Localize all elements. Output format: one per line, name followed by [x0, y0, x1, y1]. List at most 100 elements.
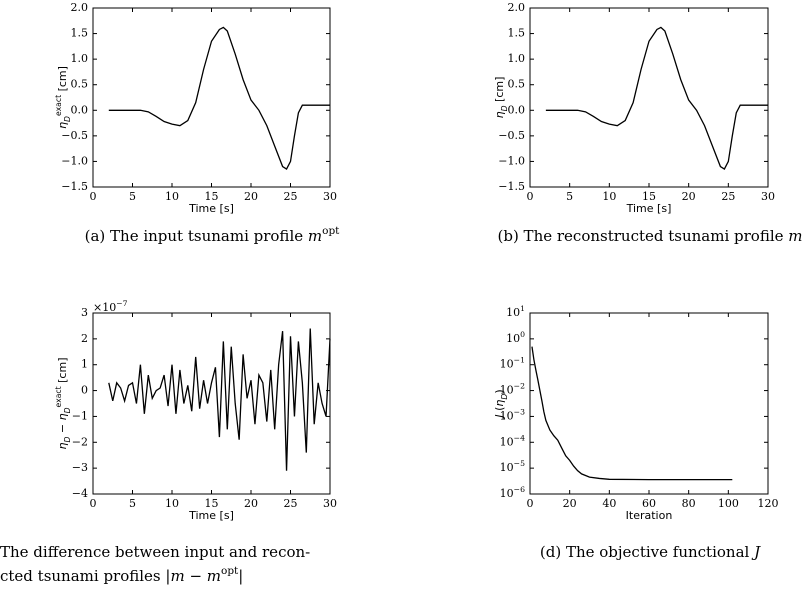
y-tick-label-text: −3	[72, 461, 88, 474]
x-axis-label-part: Time [s]	[188, 509, 234, 522]
y-axis-label-part: η	[56, 413, 69, 420]
x-tick-label: 10	[165, 497, 179, 510]
y-tick-label-text: 10	[500, 461, 514, 474]
caption: (d) The objective functional J	[540, 543, 761, 561]
caption-part: m	[788, 227, 802, 245]
x-tick-label: 0	[527, 190, 534, 203]
y-tick-label-text: 0.0	[71, 103, 89, 116]
y-tick-label-text: 1.5	[508, 27, 526, 40]
y-tick-label: 2	[81, 332, 88, 345]
y-tick-label-text: 10	[506, 332, 520, 345]
y-tick-label-text: 1	[81, 358, 88, 371]
y-tick-label-text: 0	[81, 384, 88, 397]
x-axis-label: Time [s]	[188, 202, 234, 215]
x-tick-label: 0	[90, 190, 97, 203]
caption-part: cted tsunami profiles	[0, 567, 165, 585]
x-tick-label: 25	[721, 190, 735, 203]
y-tick-label: 10−4	[500, 433, 525, 449]
y-tick-label-text: 1.0	[71, 52, 89, 65]
x-tick-label: 60	[642, 497, 656, 510]
y-axis-label-part: D	[63, 116, 72, 122]
y-tick-label-exponent: −2	[514, 381, 525, 390]
axes-frame	[92, 7, 331, 188]
axes-frame	[529, 312, 769, 495]
y-tick-label-text: 2	[81, 332, 88, 345]
y-tick-label: 2.0	[508, 1, 526, 14]
x-tick-label: 5	[566, 190, 573, 203]
x-axis-label: Time [s]	[626, 202, 672, 215]
caption-part: (d) The objective functional	[540, 543, 754, 561]
y-axis-label: ηDexact [cm]	[54, 66, 72, 129]
y-tick-label: 101	[506, 304, 525, 320]
y-tick-label: 0.5	[71, 78, 89, 91]
caption-part: J	[751, 543, 761, 561]
caption: (a) The input tsunami profile mopt	[85, 225, 341, 245]
y-tick-label: 10−1	[500, 355, 525, 371]
y-tick-label-exponent: −4	[514, 433, 525, 442]
x-tick-label: 0	[90, 497, 97, 510]
y-tick-label: 10−2	[500, 381, 525, 397]
x-tick-label: 30	[323, 190, 337, 203]
y-tick-label-exponent: −1	[514, 355, 525, 364]
x-tick-label: 30	[323, 497, 337, 510]
y-tick-label: −4	[72, 487, 88, 500]
y-tick-label-text: 0.0	[508, 103, 526, 116]
y-tick-label: −3	[72, 461, 88, 474]
y-tick-label: 10−3	[500, 407, 525, 423]
y-tick-label-text: −4	[72, 487, 88, 500]
caption-part: (a) The input tsunami profile	[85, 227, 308, 245]
x-tick-label: 10	[602, 190, 616, 203]
y-tick-label: 10−6	[500, 485, 525, 501]
y-tick-label-text: −0.5	[61, 129, 88, 142]
offset-label-part: −7	[116, 299, 127, 308]
x-tick-label: 15	[205, 190, 219, 203]
y-tick-label: 2.0	[71, 1, 89, 14]
y-axis-label-part: J	[493, 414, 506, 419]
x-axis-label: Time [s]	[188, 509, 234, 522]
data-line	[531, 346, 733, 481]
y-axis-label-part: η	[493, 111, 506, 118]
y-tick-label-text: 1.0	[508, 52, 526, 65]
y-tick-label-text: 0.5	[508, 78, 526, 91]
caption: (b) The reconstructed tsunami profile m	[497, 227, 802, 245]
y-tick-label-text: −0.5	[498, 129, 525, 142]
y-tick-label-exponent: −3	[514, 407, 525, 416]
x-tick-label: 20	[244, 190, 258, 203]
x-tick-label: 25	[284, 497, 298, 510]
y-axis-label-part: D	[63, 407, 72, 413]
y-tick-label: 0.0	[71, 103, 89, 116]
y-tick-label-exponent: 0	[520, 329, 525, 338]
y-tick-label-text: 3	[81, 306, 88, 319]
y-tick-label-text: 10	[506, 306, 520, 319]
y-tick-label: 0	[81, 384, 88, 397]
caption-part: m	[308, 227, 322, 245]
x-tick-label: 20	[244, 497, 258, 510]
offset-label: ×10−7	[93, 299, 128, 315]
y-tick-label-exponent: 1	[520, 304, 525, 313]
x-tick-label: 20	[563, 497, 577, 510]
y-tick-label-text: 1.5	[71, 27, 89, 40]
y-tick-label-text: 0.5	[71, 78, 89, 91]
y-tick-label: 1	[81, 358, 88, 371]
y-axis-label-part: exact	[54, 386, 63, 407]
y-axis-label-part: [cm]	[56, 358, 69, 387]
y-tick-label-text: 2.0	[71, 1, 89, 14]
y-tick-label: −1.5	[498, 180, 525, 193]
x-tick-label: 5	[129, 497, 136, 510]
y-tick-label-exponent: −5	[514, 459, 525, 468]
y-tick-label: 0.5	[508, 78, 526, 91]
y-tick-label-exponent: −6	[514, 485, 525, 494]
x-tick-label: 25	[284, 190, 298, 203]
y-tick-label: 3	[81, 306, 88, 319]
x-tick-label: 20	[682, 190, 696, 203]
y-axis-label-part: D	[500, 105, 509, 111]
caption-part: |	[238, 567, 243, 585]
y-tick-label-text: −1.0	[61, 154, 88, 167]
x-axis-label-part: Iteration	[626, 509, 673, 522]
y-tick-label: 100	[506, 329, 525, 345]
y-axis-label-part: D	[63, 437, 72, 443]
y-axis-label-part: [cm]	[493, 77, 506, 106]
y-tick-label-text: −1.5	[61, 180, 88, 193]
caption: The difference between input and recon-	[0, 543, 310, 561]
